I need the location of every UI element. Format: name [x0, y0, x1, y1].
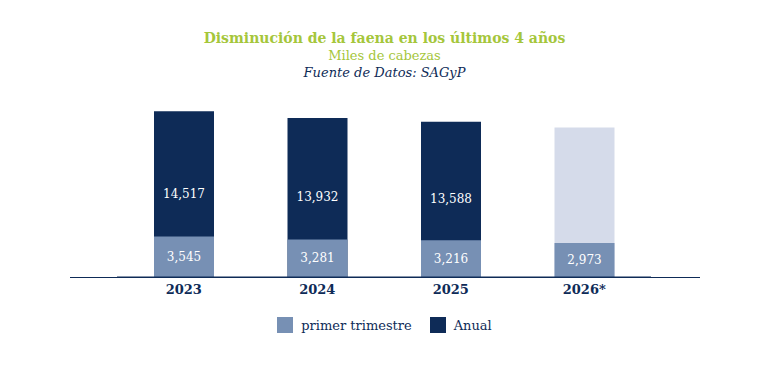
html-text:Disminución de la faena en los: Disminución de la faena en los últimos 4…: [203, 30, 566, 46]
svg-text:2025: 2025: [433, 282, 469, 297]
svg-text:2026*: 2026*: [563, 282, 606, 297]
html-text:primer trimestre: primer trimestre: [301, 317, 412, 333]
svg-text:3,545: 3,545: [167, 250, 201, 264]
svg-text:2023: 2023: [166, 282, 202, 297]
svg-text:13,932: 13,932: [297, 190, 339, 204]
svg-text:13,588: 13,588: [430, 192, 472, 206]
svg-text:3,216: 3,216: [434, 252, 468, 266]
html-text:Anual: Anual: [453, 317, 492, 333]
html-text:Fuente de Datos: SAGyP: Fuente de Datos: SAGyP: [303, 65, 466, 80]
svg-text:14,517: 14,517: [163, 187, 205, 201]
svg-text:2,973: 2,973: [567, 253, 601, 267]
svg-text:3,281: 3,281: [300, 251, 334, 265]
svg-text:2024: 2024: [299, 282, 335, 297]
html-text:Miles de cabezas: Miles de cabezas: [328, 48, 441, 63]
